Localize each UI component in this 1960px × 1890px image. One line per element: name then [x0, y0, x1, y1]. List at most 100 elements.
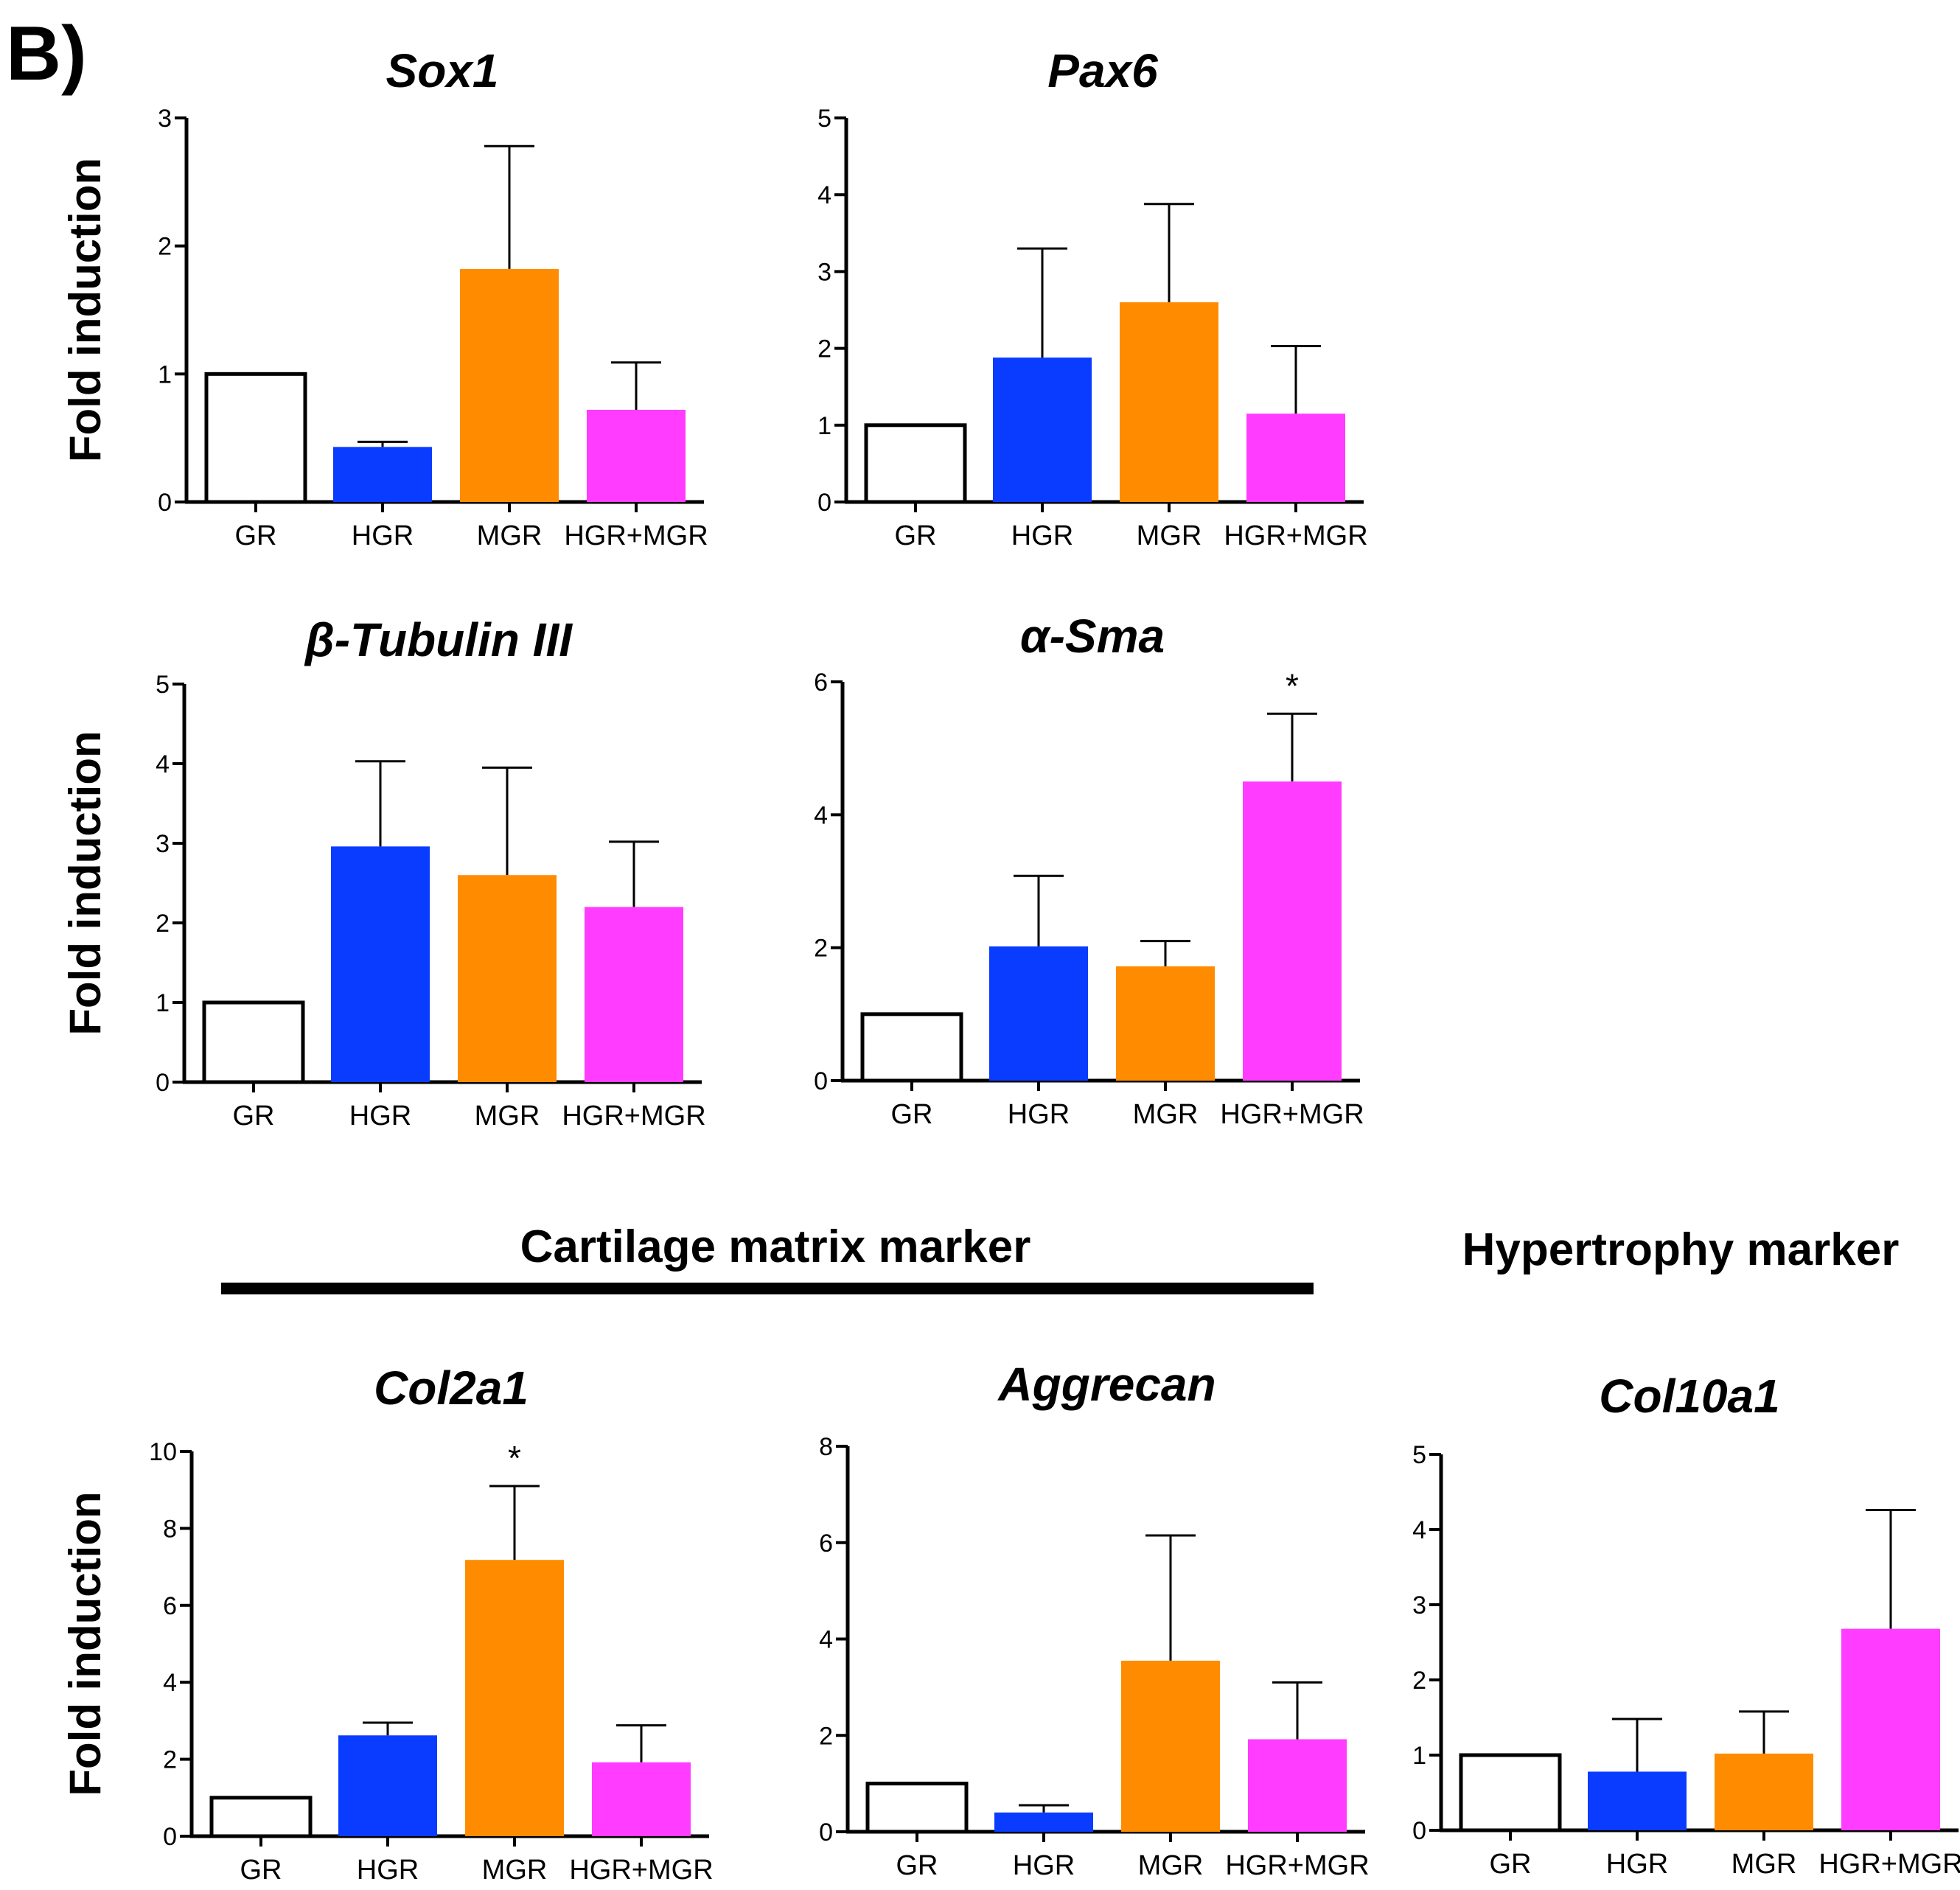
significance-marker: *	[508, 1439, 521, 1477]
x-tick-label: HGR+MGR	[1225, 1850, 1369, 1881]
x-tick-label: MGR	[1133, 1099, 1199, 1130]
x-tick-label: GR	[891, 1099, 933, 1130]
x-tick-label: GR	[896, 1850, 938, 1881]
y-tick-label: 2	[156, 910, 170, 938]
y-tick-label: 1	[817, 412, 831, 440]
y-tick-label: 8	[163, 1515, 177, 1543]
chart-title: Col2a1	[374, 1361, 529, 1415]
x-tick-label: HGR+MGR	[1818, 1849, 1960, 1880]
bar-gr	[860, 1012, 963, 1083]
y-tick-label: 4	[1412, 1516, 1426, 1544]
bar-gr	[865, 1782, 969, 1834]
y-tick-label: 4	[163, 1669, 177, 1697]
x-tick-label: HGR	[1008, 1099, 1070, 1130]
y-axis-label: Fold induction	[60, 1491, 110, 1796]
y-tick-label: 0	[819, 1818, 833, 1847]
y-axis-label: Fold induction	[60, 158, 110, 462]
y-tick-label: 4	[817, 181, 831, 209]
chart-title: Col10a1	[1599, 1370, 1779, 1423]
y-tick-label: 2	[814, 935, 828, 963]
bar-hgr	[994, 1812, 1093, 1832]
x-tick-label: HGR	[1011, 520, 1073, 551]
y-tick-label: 6	[163, 1592, 177, 1620]
y-tick-label: 3	[1412, 1591, 1426, 1619]
bar-mgr	[1715, 1753, 1813, 1830]
y-tick-label: 0	[814, 1067, 828, 1095]
x-tick-label: GR	[233, 1101, 275, 1131]
y-tick-label: 0	[156, 1069, 170, 1097]
y-tick-label: 4	[814, 801, 828, 829]
y-tick-label: 0	[158, 489, 172, 517]
y-tick-label: 5	[1412, 1441, 1426, 1469]
x-tick-label: GR	[240, 1855, 282, 1886]
cartilage-marker-heading: Cartilage matrix marker	[520, 1221, 1031, 1272]
y-tick-label: 10	[149, 1438, 177, 1466]
y-tick-label: 2	[1412, 1667, 1426, 1695]
chart-title: β-Tubulin III	[304, 613, 573, 666]
y-tick-label: 4	[156, 750, 170, 778]
chart-title: α-Sma	[1020, 610, 1165, 663]
bar-gr	[1459, 1753, 1562, 1833]
bar-mgr	[458, 875, 557, 1082]
bar-hgr-mgr	[1243, 781, 1342, 1081]
x-tick-label: MGR	[1731, 1849, 1797, 1880]
bar-mgr	[465, 1560, 564, 1836]
bar-gr	[204, 372, 307, 504]
x-tick-label: HGR	[349, 1101, 411, 1131]
bar-gr	[209, 1796, 313, 1838]
significance-marker: *	[1286, 666, 1299, 705]
x-tick-label: MGR	[1137, 520, 1202, 551]
bar-hgr-mgr	[587, 409, 686, 502]
y-tick-label: 1	[158, 360, 172, 388]
chart-title: Sox1	[386, 44, 499, 97]
chart-col10a1: Col10a1 0 1 2 3 4 5 GR HGR MGR HGR+MGR	[1412, 1370, 1960, 1880]
y-tick-label: 0	[817, 489, 831, 517]
x-tick-label: MGR	[482, 1855, 548, 1886]
chart--tubulin-iii: β-Tubulin III Fold induction 0 1 2 3 4 5 GR HGR MG…	[60, 613, 706, 1131]
y-tick-label: 3	[817, 258, 831, 286]
chart-title: Pax6	[1047, 44, 1158, 97]
x-tick-label: GR	[895, 520, 937, 551]
y-tick-label: 3	[156, 830, 170, 858]
y-tick-label: 6	[819, 1530, 833, 1558]
x-tick-label: HGR	[1013, 1850, 1075, 1881]
bar-hgr-mgr	[585, 907, 683, 1082]
y-tick-label: 4	[819, 1626, 833, 1654]
x-tick-label: HGR+MGR	[564, 520, 708, 551]
bar-hgr	[331, 846, 430, 1082]
bar-hgr-mgr	[1841, 1628, 1940, 1830]
y-tick-label: 1	[1412, 1742, 1426, 1770]
y-tick-label: 5	[817, 105, 831, 133]
bar-hgr-mgr	[1246, 414, 1345, 502]
x-tick-label: MGR	[1138, 1850, 1204, 1881]
bar-mgr	[1121, 1660, 1220, 1832]
bar-hgr	[338, 1735, 437, 1836]
chart-pax6: Pax6 0 1 2 3 4 5 GR HGR MGR HGR+MGR	[817, 44, 1368, 551]
x-tick-label: HGR+MGR	[562, 1101, 705, 1131]
chart-col2a1: Col2a1 Fold induction 0 2 4 6 8 10 GR HGR MGR * HGR+…	[60, 1361, 714, 1886]
y-tick-label: 0	[1412, 1817, 1426, 1845]
bar-hgr-mgr	[1248, 1739, 1347, 1832]
chart--sma: α-Sma 0 2 4 6 GR HGR MGR HGR+MGR *	[814, 610, 1364, 1130]
chart-aggrecan: Aggrecan 0 2 4 6 8 GR HGR MGR HGR+MGR	[819, 1358, 1370, 1881]
x-tick-label: HGR+MGR	[569, 1855, 713, 1886]
x-tick-label: GR	[235, 520, 277, 551]
y-tick-label: 2	[158, 233, 172, 261]
y-axis-label: Fold induction	[60, 730, 110, 1035]
bar-mgr	[460, 268, 559, 502]
y-tick-label: 2	[817, 335, 831, 363]
x-tick-label: HGR	[352, 520, 414, 551]
y-tick-label: 2	[163, 1746, 177, 1774]
x-tick-label: MGR	[475, 1101, 540, 1131]
x-tick-label: GR	[1490, 1849, 1532, 1880]
y-tick-label: 6	[814, 669, 828, 697]
bar-hgr	[993, 358, 1092, 502]
y-tick-label: 1	[156, 989, 170, 1017]
y-tick-label: 0	[163, 1823, 177, 1851]
x-tick-label: MGR	[477, 520, 543, 551]
x-tick-label: HGR+MGR	[1220, 1099, 1364, 1130]
bar-hgr-mgr	[592, 1762, 691, 1836]
charts-group: Sox1 Fold induction 0 1 2 3 GR HGR MGR HGR+MGR Pax…	[60, 44, 1960, 1886]
bar-hgr	[333, 447, 432, 502]
